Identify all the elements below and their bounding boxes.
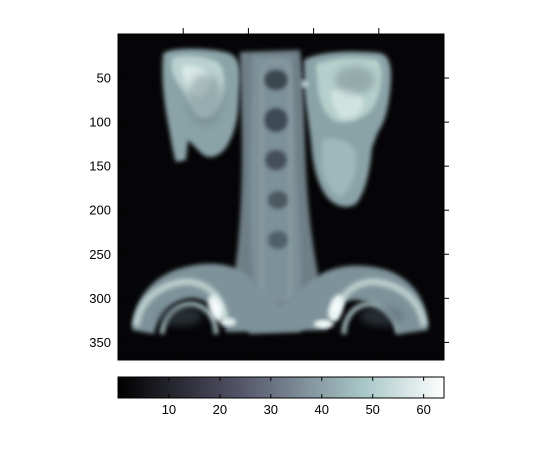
x-axis [182,28,380,360]
colorbar-tick-label: 60 [416,402,430,417]
colorbar [117,376,445,399]
colorbar-tick-label: 40 [315,402,329,417]
y-tick-label: 50 [97,71,111,86]
colorbar-tick-label: 10 [162,402,176,417]
colorbar-tick-label: 20 [213,402,227,417]
colorbar-tick-label: 30 [264,402,278,417]
colorbar-tick-label: 50 [365,402,379,417]
colorbar-ticks: 10 20 30 40 50 60 [162,377,431,417]
y-tick-label: 100 [89,115,111,130]
image-frame [117,33,445,361]
y-tick-label: 350 [89,335,111,350]
ct-scan-render [118,34,444,360]
y-tick-label: 150 [89,159,111,174]
y-tick-label: 200 [89,203,111,218]
y-tick-label: 250 [89,247,111,262]
y-axis: 50 100 150 200 250 300 350 [89,71,449,350]
y-tick-label: 300 [89,291,111,306]
